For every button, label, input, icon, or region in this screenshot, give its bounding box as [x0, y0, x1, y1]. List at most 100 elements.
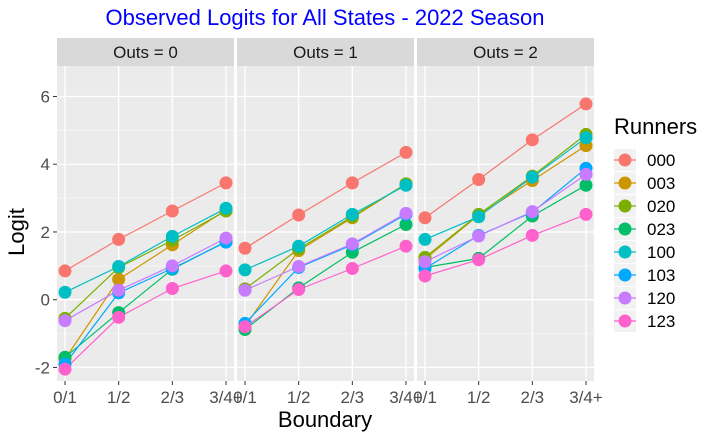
series-line-023	[424, 184, 587, 269]
facet-strip	[57, 38, 234, 66]
x-tick-label: 1/2	[107, 388, 131, 407]
series-line-120	[244, 212, 407, 291]
facet-panel: Outs = 1 0/1 1/2 2/3 3/4+	[233, 38, 423, 407]
facet-strip-label: Outs = 2	[473, 43, 538, 62]
legend-item: 020	[614, 195, 675, 217]
x-tick-label: 0/1	[233, 388, 257, 407]
series-line-000	[64, 182, 227, 272]
x-tick-label: 3/4+	[389, 388, 423, 407]
data-point-120	[345, 237, 359, 251]
legend-label: 003	[647, 174, 675, 193]
series-line-000	[424, 103, 587, 219]
data-point-023	[579, 178, 593, 192]
data-point-123	[525, 228, 539, 242]
legend-title: Runners	[614, 114, 697, 139]
series-line-000	[244, 151, 407, 249]
data-point-100	[579, 131, 593, 145]
legend-item: 100	[614, 241, 675, 263]
y-tick-label: 4	[41, 155, 50, 174]
legend-label: 100	[647, 243, 675, 262]
legend-label: 123	[647, 312, 675, 331]
x-tick-label: 1/2	[467, 388, 491, 407]
data-point-123	[58, 362, 72, 376]
data-point-123	[238, 320, 252, 334]
y-tick-label: 6	[41, 87, 50, 106]
x-tick-label: 3/4+	[209, 388, 243, 407]
data-point-000	[472, 172, 486, 186]
chart-title: Observed Logits for All States - 2022 Se…	[105, 5, 544, 30]
series-line-020	[424, 133, 587, 258]
legend-item: 123	[614, 310, 675, 332]
facet-strip-label: Outs = 1	[293, 43, 358, 62]
y-tick-label: -2	[35, 358, 50, 377]
legend-item: 120	[614, 287, 675, 309]
data-point-000	[165, 204, 179, 218]
data-point-100	[399, 178, 413, 192]
x-tick-label: 3/4+	[569, 388, 603, 407]
y-tick-label: 0	[41, 291, 50, 310]
facet-panels: Outs = 0 0/1 1/2 2/3 3/4+ Outs = 1 0/1 1/2 2/3 3/…	[35, 38, 603, 407]
facet-panel: Outs = 0 0/1 1/2 2/3 3/4+	[53, 38, 243, 407]
series-line-120	[64, 237, 227, 322]
data-point-123	[418, 269, 432, 283]
data-point-023	[399, 218, 413, 232]
data-point-000	[418, 211, 432, 225]
data-point-120	[472, 229, 486, 243]
data-point-123	[472, 253, 486, 267]
legend-key-point	[618, 222, 632, 236]
data-point-123	[579, 207, 593, 221]
legend: 000 003 020 023 100 103 120 123	[614, 149, 675, 332]
series-line-123	[64, 270, 227, 370]
x-tick-label: 1/2	[287, 388, 311, 407]
data-point-000	[579, 97, 593, 111]
legend-key-point	[618, 314, 632, 328]
data-point-100	[219, 201, 233, 215]
data-point-100	[238, 263, 252, 277]
series-line-003	[424, 145, 587, 260]
data-point-000	[112, 232, 126, 246]
data-point-120	[579, 167, 593, 181]
data-point-100	[472, 210, 486, 224]
data-point-100	[292, 239, 306, 253]
x-tick-label: 0/1	[53, 388, 77, 407]
legend-item: 000	[614, 149, 675, 171]
data-point-123	[399, 239, 413, 253]
legend-item: 103	[614, 264, 675, 286]
legend-label: 020	[647, 197, 675, 216]
legend-label: 103	[647, 266, 675, 285]
data-point-003	[112, 272, 126, 286]
x-axis-label: Boundary	[278, 407, 372, 432]
series-line-100	[64, 207, 227, 293]
series-line-100	[244, 184, 407, 271]
data-point-100	[58, 285, 72, 299]
legend-item: 023	[614, 218, 675, 240]
data-point-123	[345, 262, 359, 276]
data-point-120	[525, 205, 539, 219]
x-tick-label: 2/3	[341, 388, 365, 407]
data-point-000	[58, 264, 72, 278]
facet-strip-label: Outs = 0	[113, 43, 178, 62]
legend-label: 000	[647, 151, 675, 170]
data-point-120	[292, 260, 306, 274]
legend-label: 023	[647, 220, 675, 239]
data-point-123	[292, 283, 306, 297]
legend-key-point	[618, 176, 632, 190]
series-line-103	[64, 241, 227, 365]
data-point-000	[238, 241, 252, 255]
series-line-123	[424, 213, 587, 277]
data-point-120	[58, 314, 72, 328]
data-point-120	[418, 255, 432, 269]
data-point-120	[219, 231, 233, 245]
y-tick-label: 2	[41, 223, 50, 242]
data-point-123	[219, 264, 233, 278]
data-point-000	[399, 145, 413, 159]
panel-background	[237, 66, 414, 381]
data-point-000	[345, 176, 359, 190]
legend-key-point	[618, 245, 632, 259]
facet-strip	[237, 38, 414, 66]
legend-label: 120	[647, 289, 675, 308]
data-point-100	[345, 207, 359, 221]
series-line-120	[424, 173, 587, 263]
data-point-100	[165, 229, 179, 243]
